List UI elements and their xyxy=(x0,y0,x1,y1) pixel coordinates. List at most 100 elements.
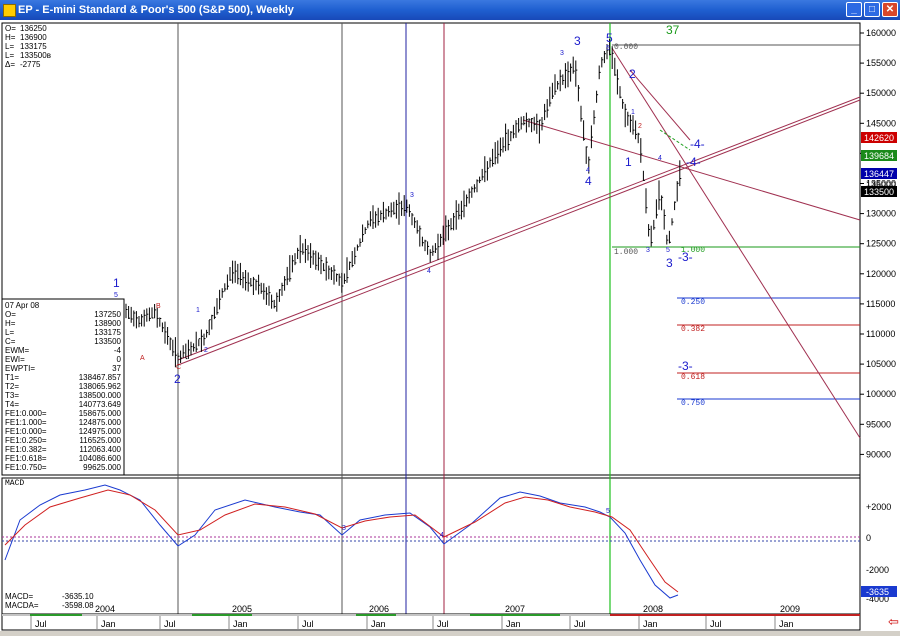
price-tick: 95000 xyxy=(866,419,891,429)
close-button[interactable]: ✕ xyxy=(882,2,898,17)
trendline xyxy=(522,119,861,221)
wave-label: -4- xyxy=(686,155,701,169)
info-row-value: 138500.000 xyxy=(79,391,122,400)
info-panel xyxy=(1,298,125,476)
info-row-value: 37 xyxy=(112,364,121,373)
fib-label: 0.000 xyxy=(614,43,638,52)
price-marker-value: 136447 xyxy=(864,169,894,179)
info-row-label: EWM= xyxy=(5,346,30,355)
info-row-label: FE1:0.250= xyxy=(5,436,47,445)
price-axis: 1600001550001500001450001400001350001300… xyxy=(860,28,896,459)
svg-text:-3635.10: -3635.10 xyxy=(62,592,94,601)
maximize-button[interactable]: □ xyxy=(864,2,880,17)
price-marker-value: 139684 xyxy=(864,151,894,161)
info-row-label: T4= xyxy=(5,400,19,409)
time-month-label: Jan xyxy=(506,619,521,629)
info-row-value: 133175 xyxy=(94,328,121,337)
fib-label: 1.000 xyxy=(681,246,705,255)
fib-label: 0.618 xyxy=(681,373,705,382)
window-title-bar[interactable]: EP - E-mini Standard & Poor's 500 (S&P 5… xyxy=(0,0,900,20)
time-month-label: Jan xyxy=(371,619,386,629)
info-row-value: 137250 xyxy=(94,310,121,319)
info-row-value: 124975.000 xyxy=(79,427,122,436)
info-row-label: T3= xyxy=(5,391,19,400)
info-row-label: FE1:0.382= xyxy=(5,445,47,454)
svg-text:B: B xyxy=(156,303,161,310)
svg-text:3: 3 xyxy=(560,50,564,57)
wave-labels: 1 2 3 4 5 1 2 3 -4- -4- -3- -3- 37 xyxy=(113,23,705,386)
info-row-value: 112063.400 xyxy=(79,445,121,454)
price-marker-box xyxy=(861,132,897,143)
price-tick: 115000 xyxy=(866,299,895,309)
price-tick: 120000 xyxy=(866,269,896,279)
svg-text:A: A xyxy=(140,355,145,362)
wave-label: 2 xyxy=(629,67,636,81)
info-row-label: EWPTI= xyxy=(5,364,35,373)
wave-label: 2 xyxy=(174,372,181,386)
time-month-label: Jan xyxy=(779,619,794,629)
info-row-label: FE1:0.750= xyxy=(5,463,47,472)
trendline xyxy=(659,129,691,151)
svg-text:3: 3 xyxy=(342,525,346,532)
svg-text:MACD=: MACD= xyxy=(5,592,34,601)
macd-axis: +2000 0 -2000 -4000 xyxy=(866,502,891,604)
info-row-label: FE1:0.000= xyxy=(5,427,47,436)
price-tick: 110000 xyxy=(866,329,895,339)
price-tick: 160000 xyxy=(866,28,896,38)
price-tick: 125000 xyxy=(866,239,896,249)
header-last-label: L= xyxy=(5,51,14,60)
svg-text:2: 2 xyxy=(204,347,208,354)
price-marker-box xyxy=(861,150,897,161)
macd-tick: -2000 xyxy=(866,565,889,575)
time-axis-strip xyxy=(192,614,252,616)
macd-panel xyxy=(1,477,861,615)
macd-tick: -4000 xyxy=(866,594,889,604)
svg-text:4: 4 xyxy=(427,268,431,275)
time-month-label: Jul xyxy=(710,619,722,629)
minimize-button[interactable]: _ xyxy=(846,2,862,17)
trendline xyxy=(177,96,861,361)
price-tick: 150000 xyxy=(866,88,896,98)
fib-label: 0.250 xyxy=(681,298,705,307)
header-open-label: O= xyxy=(5,24,16,33)
price-bars xyxy=(125,38,682,368)
info-row-label: FE1:0.000= xyxy=(5,409,47,418)
wave-label: 4 xyxy=(585,174,592,188)
svg-text:2: 2 xyxy=(638,123,642,130)
price-tick: 135000 xyxy=(866,179,896,189)
info-row-value: 138467.857 xyxy=(79,373,122,382)
svg-text:1: 1 xyxy=(631,109,635,116)
time-axis-strip xyxy=(610,614,860,616)
time-year-label: 2005 xyxy=(232,604,252,614)
price-tick: 155000 xyxy=(866,58,896,68)
svg-text:4: 4 xyxy=(440,532,444,539)
info-row-label: EWI= xyxy=(5,355,25,364)
price-marker-value: 142620 xyxy=(864,133,894,143)
macd-title: MACD xyxy=(5,479,24,488)
info-row-value: -4 xyxy=(114,346,122,355)
svg-text:5: 5 xyxy=(114,292,118,299)
price-tick: 145000 xyxy=(866,118,896,128)
info-row-label: L= xyxy=(5,328,14,337)
chart-area[interactable]: 0.000 1.000 1.000 0.250 0.382 0.618 0.75… xyxy=(0,20,900,631)
time-axis-strip xyxy=(356,614,396,616)
time-year-label: 2008 xyxy=(643,604,663,614)
chart-svg[interactable]: 0.000 1.000 1.000 0.250 0.382 0.618 0.75… xyxy=(0,20,900,631)
wave-label: 3 xyxy=(666,256,673,270)
info-row-value: 116525.000 xyxy=(79,436,121,445)
time-year-label: 2006 xyxy=(369,604,389,614)
svg-text:3: 3 xyxy=(646,247,650,254)
fib-label: 0.382 xyxy=(681,325,705,334)
svg-text:5: 5 xyxy=(666,247,670,254)
wave-label: 1 xyxy=(625,155,632,169)
trendline xyxy=(629,69,691,141)
header-delta-value: -2775 xyxy=(20,60,41,69)
scroll-right-arrow-icon[interactable]: ⇦ xyxy=(888,614,899,629)
header-last-value: 133500в xyxy=(20,51,51,60)
trendline xyxy=(611,47,861,439)
wave-label: -3- xyxy=(678,250,693,264)
time-month-label: Jul xyxy=(164,619,176,629)
svg-text:1: 1 xyxy=(196,307,200,314)
info-row-value: 140773.649 xyxy=(79,400,122,409)
